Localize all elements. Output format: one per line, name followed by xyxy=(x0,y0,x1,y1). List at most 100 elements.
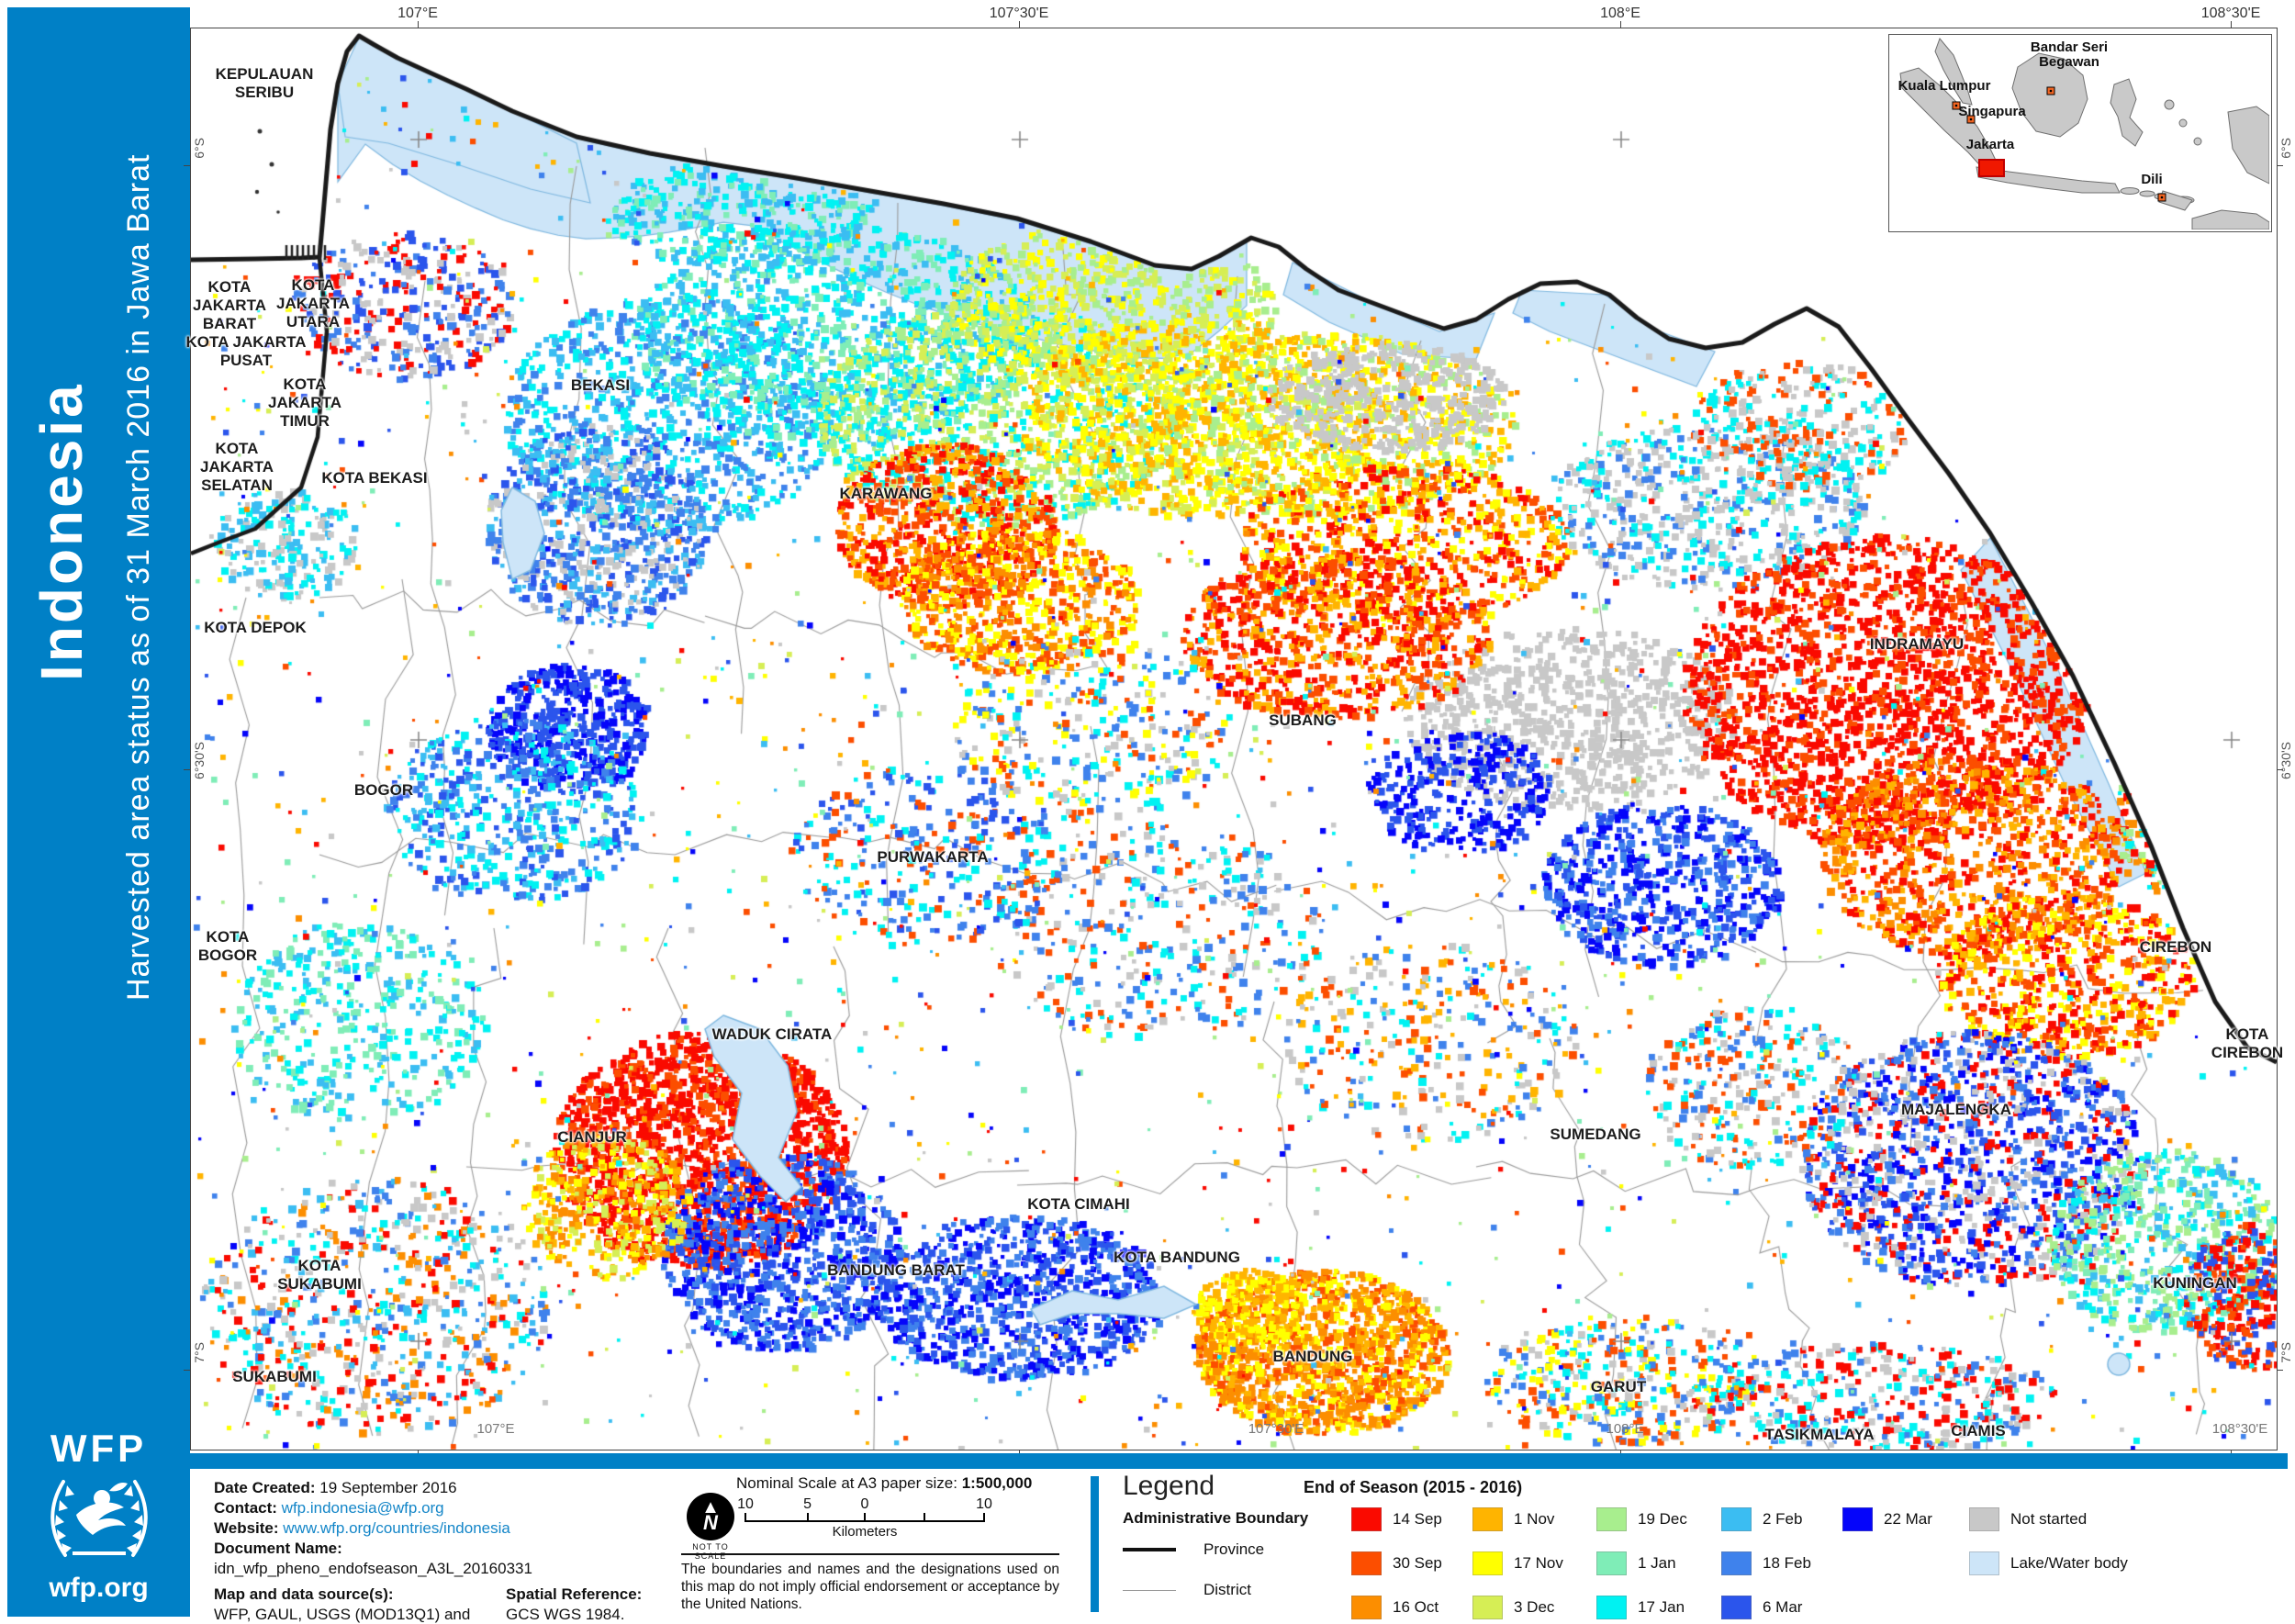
footer-divider xyxy=(1091,1476,1099,1612)
scalebar-tick xyxy=(744,1513,746,1522)
contact-row: Contact: wfp.indonesia@wfp.org xyxy=(214,1498,673,1518)
latitude-label: 6°S xyxy=(2278,138,2293,159)
admin-boundary-item: Province xyxy=(1123,1540,1264,1559)
latitude-label: 7°S xyxy=(192,1342,207,1363)
harvest-status-raster xyxy=(191,28,2277,1450)
scale-title: Nominal Scale at A3 paper size: 1:500,00… xyxy=(736,1474,1039,1493)
scalebar: Kilometers 10 5 0 10 xyxy=(737,1496,992,1540)
legend-item: 22 Mar xyxy=(1842,1507,1932,1531)
map-title: Indonesia xyxy=(28,382,95,681)
contact-email-link[interactable]: wfp.indonesia@wfp.org xyxy=(276,1499,444,1517)
sidebar: Indonesia Harvested area status as of 31… xyxy=(7,7,190,1617)
graticule-tick xyxy=(2277,1370,2283,1371)
graticule-tick xyxy=(1019,1450,1020,1456)
scalebar-tick xyxy=(806,1513,809,1522)
longitude-label: 107°E xyxy=(476,1421,515,1437)
latitude-label: 7°S xyxy=(2278,1342,2293,1363)
legend-item: 1 Nov xyxy=(1472,1507,1554,1531)
graticule-tick xyxy=(184,165,190,166)
un-disclaimer: The boundaries and names and the designa… xyxy=(681,1562,1059,1612)
legend-color-swatch xyxy=(1351,1551,1382,1575)
legend-item: Not started xyxy=(1969,1507,2087,1531)
legend-item-label: 18 Feb xyxy=(1763,1554,1811,1572)
legend-item: 16 Oct xyxy=(1351,1596,1439,1619)
inset-city-label: Bandar Seri Begawan xyxy=(2030,39,2109,70)
spatial-reference-block: Spatial Reference: GCS WGS 1984. xyxy=(506,1585,642,1624)
longitude-label: 107°E xyxy=(397,6,438,21)
legend-item: 30 Sep xyxy=(1351,1551,1442,1575)
legend-item-label: 30 Sep xyxy=(1393,1554,1442,1572)
longitude-label: 107°30'E xyxy=(1248,1421,1304,1437)
graticule-tick xyxy=(2231,21,2232,28)
graticule-tick xyxy=(418,1450,419,1456)
legend-color-swatch xyxy=(1351,1596,1382,1619)
longitude-label: 107°30'E xyxy=(989,6,1049,21)
wfp-url: wfp.org xyxy=(49,1573,149,1603)
website-link[interactable]: www.wfp.org/countries/indonesia xyxy=(278,1519,510,1537)
legend-item-label: 1 Jan xyxy=(1638,1554,1676,1572)
data-source-block: Map and data source(s): WFP, GAUL, USGS … xyxy=(214,1585,506,1624)
thin-line-swatch xyxy=(1123,1589,1176,1591)
legend-color-swatch xyxy=(1721,1507,1752,1531)
inset-city-label: Kuala Lumpur xyxy=(1898,78,1991,94)
footer-accent-bar xyxy=(190,1453,2288,1469)
date-created-value: 19 September 2016 xyxy=(315,1479,457,1496)
north-arrow-icon: ▲ N xyxy=(687,1493,734,1540)
legend-color-swatch xyxy=(1721,1596,1752,1619)
legend-item: 17 Nov xyxy=(1472,1551,1563,1575)
document-name-label: Document Name: xyxy=(214,1540,342,1557)
jawa-barat-highlight xyxy=(1978,159,2005,177)
legend-item: Lake/Water body xyxy=(1969,1551,2128,1575)
scalebar-number: 0 xyxy=(860,1496,869,1512)
legend-item-label: 3 Dec xyxy=(1514,1598,1555,1616)
legend-item-label: 17 Jan xyxy=(1638,1598,1685,1616)
graticule-tick xyxy=(418,21,419,28)
document-info: Date Created: 19 September 2016 Contact:… xyxy=(214,1478,673,1624)
document-name-value: idn_wfp_pheno_endofseason_A3L_20160331 xyxy=(214,1560,532,1577)
map-canvas-area: KEPULAUAN SERIBU KOTA JAKARTA UTARA KOTA J… xyxy=(186,28,2283,1450)
legend-color-swatch xyxy=(1596,1596,1627,1619)
wfp-emblem-icon xyxy=(50,1480,148,1557)
scalebar-tick xyxy=(924,1513,925,1522)
legend-item: 6 Mar xyxy=(1721,1596,1802,1619)
scalebar-tick xyxy=(864,1513,866,1522)
scalebar-tick xyxy=(983,1513,985,1522)
legend-item-label: 19 Dec xyxy=(1638,1510,1687,1528)
docname-label-row: Document Name: xyxy=(214,1539,673,1559)
date-created-label: Date Created: xyxy=(214,1479,316,1496)
north-arrow-caption: NOT TO SCALE xyxy=(692,1542,729,1561)
source-columns: Map and data source(s): WFP, GAUL, USGS … xyxy=(214,1585,673,1624)
inset-city-label: Singapura xyxy=(1958,104,2026,119)
legend-color-swatch xyxy=(1596,1507,1627,1531)
graticule-tick xyxy=(1620,21,1621,28)
contact-label: Contact: xyxy=(214,1499,277,1517)
legend-item: 14 Sep xyxy=(1351,1507,1442,1531)
graticule-tick xyxy=(184,1370,190,1371)
legend-item: 1 Jan xyxy=(1596,1551,1676,1575)
admin-boundary-label: District xyxy=(1203,1581,1251,1598)
scale-label: Nominal Scale at A3 paper size: xyxy=(736,1474,957,1492)
data-source-value: WFP, GAUL, USGS (MOD13Q1) and BPS xyxy=(214,1606,471,1623)
longitude-label: 108°E xyxy=(1606,1421,1644,1437)
end-of-season-title: End of Season (2015 - 2016) xyxy=(1304,1478,1523,1496)
legend-item-label: Lake/Water body xyxy=(2010,1554,2128,1572)
spatial-reference-value: GCS WGS 1984. xyxy=(506,1606,625,1623)
wfp-wordmark: WFP xyxy=(50,1427,148,1470)
wfp-logo: WFP wfp.org xyxy=(7,1427,190,1604)
legend-item: 2 Feb xyxy=(1721,1507,1802,1531)
website-row: Website: www.wfp.org/countries/indonesia xyxy=(214,1518,673,1539)
admin-boundary-title: Administrative Boundary xyxy=(1123,1509,1309,1527)
legend-item-label: 22 Mar xyxy=(1884,1510,1932,1528)
legend-item-label: 1 Nov xyxy=(1514,1510,1555,1528)
legend-item-label: 17 Nov xyxy=(1514,1554,1563,1572)
legend-color-swatch xyxy=(1842,1507,1873,1531)
admin-boundary-label: Province xyxy=(1203,1540,1265,1558)
data-source-label: Map and data source(s): xyxy=(214,1585,394,1603)
graticule-tick xyxy=(1019,21,1020,28)
scalebar-number: 10 xyxy=(976,1496,992,1512)
latitude-label: 6°S xyxy=(192,138,207,159)
admin-boundary-item: District xyxy=(1123,1581,1251,1599)
legend-item-label: Not started xyxy=(2010,1510,2088,1528)
legend-item-label: 6 Mar xyxy=(1763,1598,1803,1616)
